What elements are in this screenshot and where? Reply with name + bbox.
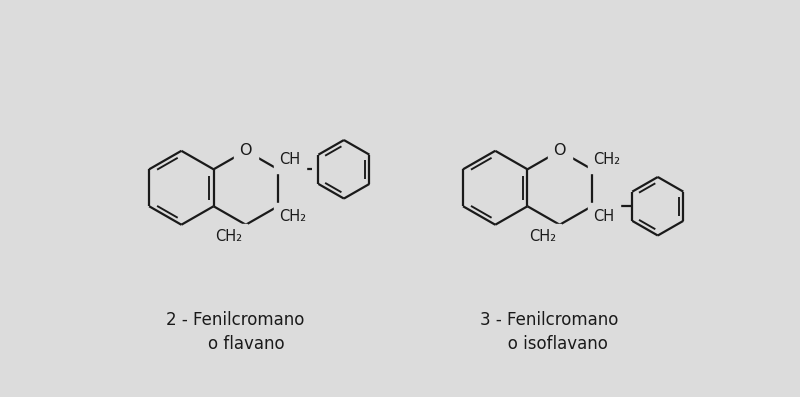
Text: 2 - Fenilcromano
    o flavano: 2 - Fenilcromano o flavano [166, 311, 305, 353]
Text: CH₂: CH₂ [279, 208, 306, 224]
Text: O: O [554, 143, 566, 158]
Text: CH₂: CH₂ [215, 229, 242, 245]
Text: CH₂: CH₂ [594, 152, 621, 167]
Text: CH₂: CH₂ [529, 229, 556, 245]
Text: CH: CH [279, 152, 301, 167]
Text: O: O [239, 143, 252, 158]
Text: 3 - Fenilcromano
   o isoflavano: 3 - Fenilcromano o isoflavano [480, 311, 618, 353]
Text: CH: CH [594, 208, 614, 224]
